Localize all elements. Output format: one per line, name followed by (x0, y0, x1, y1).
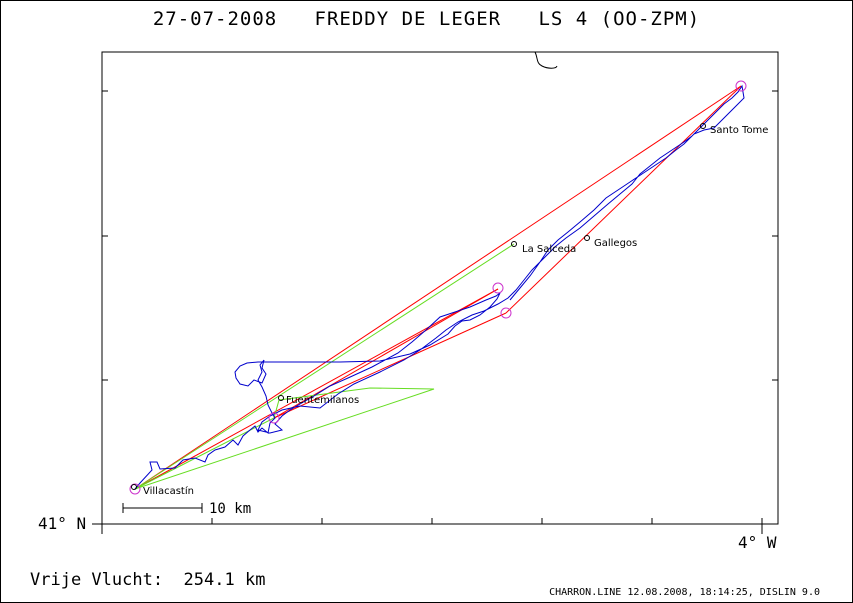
place-labels: Villacastín Fuentemilanos La Salceda Gal… (143, 125, 768, 497)
task-line-red-main (134, 85, 742, 490)
place-dot-santo-tome (700, 123, 706, 129)
turnpoint-near-la-salceda (492, 282, 504, 294)
task-line-red-5 (505, 85, 742, 314)
task-line-red-4 (273, 312, 507, 419)
scale-bar (122, 503, 203, 513)
distance-label: Vrije Vlucht: (30, 570, 164, 590)
flight-distance: Vrije Vlucht: 254.1 km (30, 570, 265, 590)
place-dot-fuentemilanos (278, 395, 284, 401)
place-label-la-salceda: La Salceda (522, 244, 576, 255)
scale-bar-label: 10 km (209, 501, 251, 517)
turnpoint-santo-tome (735, 80, 747, 92)
map-title: 27-07-2008 FREDDY DE LEGER LS 4 (OO-ZPM) (0, 8, 853, 30)
place-label-villacastin: Villacastín (143, 485, 194, 497)
axis-ticks (92, 90, 778, 534)
turnpoint-markers (129, 80, 747, 495)
flight-track (134, 84, 745, 490)
turnpoint-fuentemilanos (268, 412, 280, 424)
pilot-name: FREDDY DE LEGER (314, 8, 502, 30)
place-markers (131, 123, 706, 490)
task-line-red-2 (134, 288, 499, 490)
footer-credit: CHARRON.LINE 12.08.2008, 18:14:25, DISLI… (549, 587, 820, 598)
place-dot-la-salceda (511, 241, 517, 247)
boundary-fragment (534, 51, 558, 69)
place-dot-villacastin (131, 484, 137, 490)
place-label-santo-tome: Santo Tome (710, 125, 768, 136)
task-line-green-1 (134, 243, 515, 490)
distance-value: 254.1 km (183, 570, 266, 590)
flight-date: 27-07-2008 (152, 8, 278, 30)
turnpoint-villacastin (129, 483, 141, 495)
place-label-fuentemilanos: Fuentemilanos (286, 395, 359, 406)
turnpoint-south-gallegos (500, 307, 512, 319)
place-dot-gallegos (584, 235, 590, 241)
glider-id: LS 4 (OO-ZPM) (538, 8, 701, 30)
place-label-gallegos: Gallegos (594, 238, 637, 249)
latitude-corner-label: 41° N (38, 514, 87, 533)
task-lines (134, 85, 742, 490)
task-line-green-2 (134, 387, 435, 490)
plot-area (101, 51, 779, 525)
longitude-corner-label: 4° W (738, 533, 777, 552)
